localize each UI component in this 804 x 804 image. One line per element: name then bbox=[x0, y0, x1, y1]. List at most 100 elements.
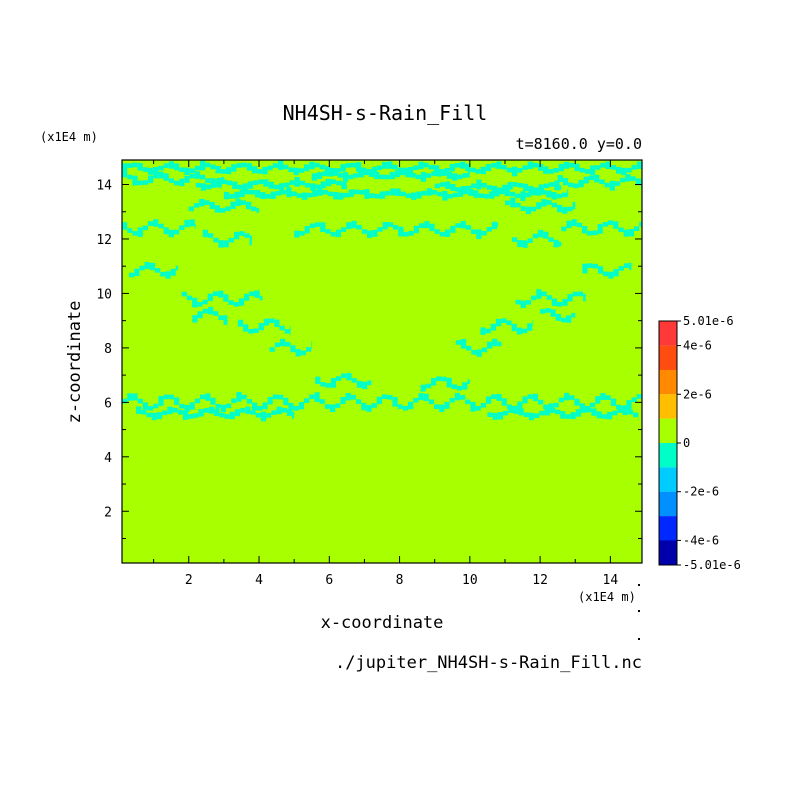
contour-cell bbox=[278, 394, 284, 400]
contour-cell bbox=[213, 237, 219, 243]
contour-cell bbox=[348, 174, 354, 180]
contour-cell bbox=[246, 163, 252, 171]
contour-cell bbox=[582, 263, 588, 274]
contour-cell bbox=[609, 180, 615, 191]
contour-cell bbox=[551, 192, 557, 200]
contour-cell bbox=[506, 404, 512, 410]
contour-cell bbox=[345, 163, 351, 168]
contour-cell bbox=[333, 192, 339, 200]
contour-cell bbox=[163, 227, 169, 235]
contour-cell bbox=[335, 168, 341, 173]
contour-cell bbox=[559, 185, 562, 190]
contour-cell bbox=[591, 408, 597, 416]
contour-cell bbox=[518, 408, 524, 416]
contour-cell bbox=[127, 228, 133, 233]
contour-cell bbox=[361, 229, 367, 234]
contour-cell bbox=[251, 206, 257, 212]
contour-cell bbox=[471, 350, 477, 355]
corner-marks bbox=[638, 584, 640, 640]
contour-cell bbox=[304, 226, 310, 234]
contour-cell bbox=[568, 182, 574, 188]
contour-cell bbox=[527, 394, 533, 399]
contour-cell bbox=[184, 404, 190, 412]
contour-cell bbox=[220, 208, 226, 213]
contour-cell bbox=[424, 221, 430, 229]
contour-cell bbox=[226, 167, 232, 175]
contour-cell bbox=[382, 394, 388, 399]
contour-cell bbox=[595, 165, 601, 170]
contour-cell bbox=[200, 160, 206, 171]
contour-cell bbox=[583, 293, 586, 302]
contour-cell bbox=[445, 181, 451, 189]
contour-cell bbox=[198, 409, 204, 417]
contour-cell bbox=[194, 223, 196, 229]
contour-cell bbox=[220, 169, 226, 174]
contour-cell bbox=[569, 395, 575, 400]
contour-cell bbox=[636, 394, 642, 399]
contour-cell bbox=[127, 163, 133, 168]
contour-cell bbox=[397, 167, 403, 173]
contour-cell bbox=[425, 383, 431, 389]
contour-cell bbox=[411, 192, 417, 200]
contour-cell bbox=[581, 408, 587, 413]
contour-cell bbox=[153, 219, 159, 227]
contour-cell bbox=[471, 183, 477, 189]
contour-cell bbox=[501, 398, 507, 406]
contour-cell bbox=[294, 177, 300, 187]
contour-cell bbox=[449, 164, 455, 172]
contour-cell bbox=[317, 188, 323, 196]
contour-cell bbox=[248, 329, 254, 334]
contour-cell bbox=[528, 186, 534, 193]
contour-cell bbox=[257, 406, 263, 411]
contour-cell bbox=[243, 324, 249, 332]
contour-cell bbox=[513, 406, 519, 414]
contour-cell bbox=[181, 291, 187, 297]
y-tick-label: 2 bbox=[104, 505, 112, 520]
contour-cell bbox=[348, 189, 354, 197]
contour-cell bbox=[490, 323, 496, 331]
contour-cell bbox=[160, 271, 166, 277]
contour-cell bbox=[621, 167, 627, 176]
contour-cell bbox=[144, 262, 150, 269]
contour-cell bbox=[486, 396, 492, 404]
contour-cell bbox=[614, 181, 621, 186]
contour-cell bbox=[507, 182, 513, 190]
contour-cell bbox=[557, 302, 563, 307]
y-tick-label: 10 bbox=[96, 287, 112, 302]
colorbar-tick-label: 4e-6 bbox=[683, 339, 712, 353]
contour-cell bbox=[320, 382, 326, 387]
contour-cell bbox=[304, 164, 310, 172]
contour-cell bbox=[522, 240, 528, 248]
contour-cell bbox=[311, 173, 317, 181]
contour-cell bbox=[512, 237, 518, 242]
contour-cell bbox=[420, 172, 427, 182]
contour-cell bbox=[223, 294, 229, 302]
corner-dot bbox=[638, 638, 640, 640]
contour-cell bbox=[527, 238, 533, 243]
contour-cell bbox=[543, 183, 550, 189]
contour-cell bbox=[142, 402, 148, 410]
contour-cell bbox=[577, 291, 584, 297]
contour-cell bbox=[452, 192, 458, 198]
contour-cell bbox=[341, 181, 347, 190]
contour-cell bbox=[483, 193, 490, 199]
contour-cell bbox=[330, 231, 336, 237]
contour-cell bbox=[212, 291, 219, 297]
contour-cell bbox=[465, 163, 471, 171]
contour-cell bbox=[315, 222, 321, 227]
contour-cell bbox=[244, 293, 250, 301]
contour-cell bbox=[564, 392, 570, 401]
contour-cell bbox=[517, 183, 524, 188]
contour-cell bbox=[452, 173, 458, 181]
contour-cell bbox=[218, 315, 224, 320]
contour-cell bbox=[569, 162, 575, 168]
contour-cell bbox=[283, 397, 289, 406]
contour-cell bbox=[289, 325, 291, 336]
contour-cell bbox=[175, 265, 179, 271]
contour-cell bbox=[596, 411, 602, 419]
y-tick-label: 8 bbox=[104, 342, 112, 357]
contour-cell bbox=[309, 223, 315, 229]
contour-cell bbox=[200, 174, 206, 180]
colorbar-swatch bbox=[659, 345, 677, 370]
contour-cell bbox=[153, 403, 159, 409]
